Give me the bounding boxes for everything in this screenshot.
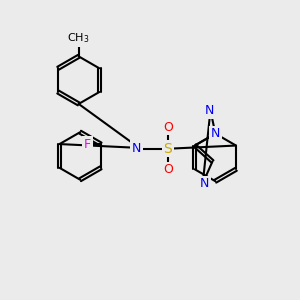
Text: O: O bbox=[163, 164, 173, 176]
Text: CH$_3$: CH$_3$ bbox=[68, 32, 90, 45]
Text: N: N bbox=[205, 104, 214, 118]
Text: N: N bbox=[132, 142, 141, 155]
Text: N: N bbox=[211, 127, 220, 140]
Text: N: N bbox=[200, 177, 209, 190]
Text: S: S bbox=[164, 142, 172, 155]
Text: O: O bbox=[163, 121, 173, 134]
Text: F: F bbox=[84, 138, 91, 151]
